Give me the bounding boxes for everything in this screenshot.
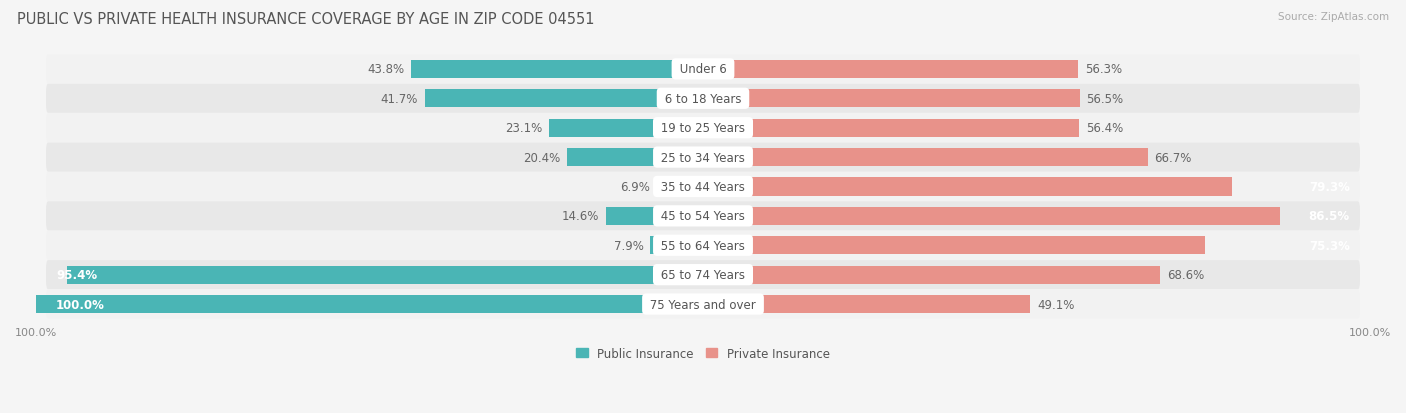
Text: 95.4%: 95.4% <box>56 268 97 282</box>
FancyBboxPatch shape <box>46 114 1360 143</box>
Text: 100.0%: 100.0% <box>56 298 105 311</box>
Text: Under 6: Under 6 <box>676 63 730 76</box>
Text: 7.9%: 7.9% <box>614 239 644 252</box>
Bar <box>411 61 703 79</box>
Bar <box>606 207 703 225</box>
Text: 79.3%: 79.3% <box>1309 180 1350 194</box>
Legend: Public Insurance, Private Insurance: Public Insurance, Private Insurance <box>571 342 835 365</box>
Text: 41.7%: 41.7% <box>381 93 418 106</box>
FancyBboxPatch shape <box>46 231 1360 260</box>
Text: 66.7%: 66.7% <box>1154 151 1192 164</box>
Text: Source: ZipAtlas.com: Source: ZipAtlas.com <box>1278 12 1389 22</box>
Text: 43.8%: 43.8% <box>367 63 405 76</box>
FancyBboxPatch shape <box>46 143 1360 172</box>
Bar <box>703 266 1160 284</box>
Text: 55 to 64 Years: 55 to 64 Years <box>657 239 749 252</box>
Text: 14.6%: 14.6% <box>561 210 599 223</box>
FancyBboxPatch shape <box>46 202 1360 231</box>
Text: 75 Years and over: 75 Years and over <box>647 298 759 311</box>
FancyBboxPatch shape <box>46 55 1360 84</box>
Bar <box>703 207 1279 225</box>
Text: PUBLIC VS PRIVATE HEALTH INSURANCE COVERAGE BY AGE IN ZIP CODE 04551: PUBLIC VS PRIVATE HEALTH INSURANCE COVER… <box>17 12 595 27</box>
Bar <box>548 119 703 138</box>
Bar <box>703 178 1232 196</box>
Bar <box>703 237 1205 255</box>
Text: 86.5%: 86.5% <box>1309 210 1350 223</box>
Bar <box>567 149 703 167</box>
Text: 75.3%: 75.3% <box>1309 239 1350 252</box>
Bar <box>37 295 703 313</box>
Text: 19 to 25 Years: 19 to 25 Years <box>657 122 749 135</box>
Text: 65 to 74 Years: 65 to 74 Years <box>657 268 749 282</box>
FancyBboxPatch shape <box>46 290 1360 319</box>
Text: 56.3%: 56.3% <box>1085 63 1122 76</box>
FancyBboxPatch shape <box>46 85 1360 114</box>
Bar <box>425 90 703 108</box>
Text: 35 to 44 Years: 35 to 44 Years <box>657 180 749 194</box>
Text: 25 to 34 Years: 25 to 34 Years <box>657 151 749 164</box>
Bar <box>651 237 703 255</box>
Text: 68.6%: 68.6% <box>1167 268 1205 282</box>
FancyBboxPatch shape <box>46 261 1360 290</box>
Bar <box>657 178 703 196</box>
Text: 45 to 54 Years: 45 to 54 Years <box>657 210 749 223</box>
FancyBboxPatch shape <box>46 173 1360 202</box>
Text: 6 to 18 Years: 6 to 18 Years <box>661 93 745 106</box>
Text: 56.5%: 56.5% <box>1087 93 1123 106</box>
Text: 23.1%: 23.1% <box>505 122 543 135</box>
Bar <box>703 295 1031 313</box>
Bar <box>703 90 1080 108</box>
Bar <box>703 119 1080 138</box>
Text: 6.9%: 6.9% <box>620 180 651 194</box>
Bar <box>703 149 1147 167</box>
Text: 56.4%: 56.4% <box>1085 122 1123 135</box>
Bar <box>67 266 703 284</box>
Text: 20.4%: 20.4% <box>523 151 560 164</box>
Bar <box>703 61 1078 79</box>
Text: 49.1%: 49.1% <box>1038 298 1074 311</box>
